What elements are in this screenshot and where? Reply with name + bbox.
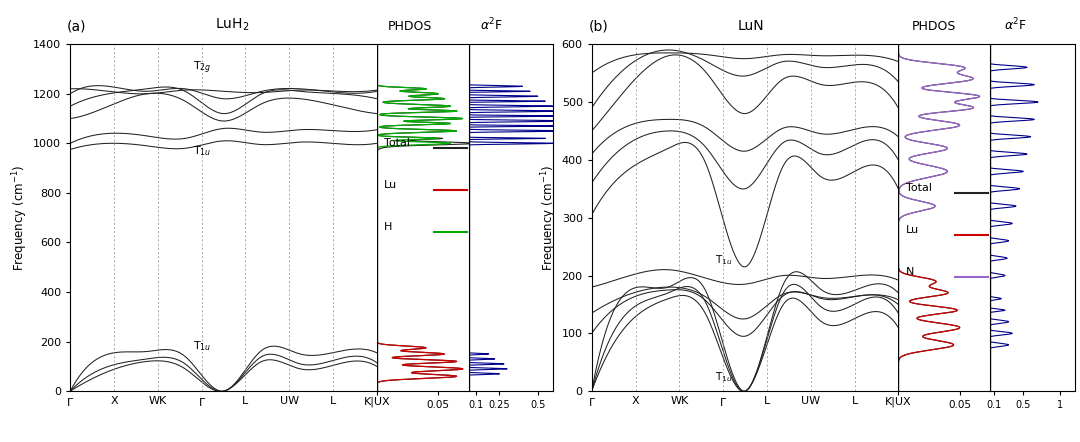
Text: LuH$_2$: LuH$_2$: [215, 17, 249, 33]
Text: H: H: [384, 221, 392, 232]
Text: T$_{1u}$: T$_{1u}$: [715, 253, 732, 267]
Text: T$_{1u}$: T$_{1u}$: [193, 339, 212, 353]
Text: (b): (b): [589, 19, 608, 33]
Text: LuN: LuN: [738, 19, 764, 33]
Text: (a): (a): [67, 19, 86, 33]
Text: T$_{2g}$: T$_{2g}$: [193, 60, 212, 76]
Text: N: N: [906, 267, 914, 277]
Y-axis label: Frequency (cm$^{-1}$): Frequency (cm$^{-1}$): [11, 164, 30, 271]
Text: PHDOS: PHDOS: [912, 20, 957, 33]
Text: $\alpha^2$F: $\alpha^2$F: [1003, 16, 1027, 33]
Text: $\alpha^2$F: $\alpha^2$F: [480, 16, 503, 33]
Text: T$_{1u}$: T$_{1u}$: [715, 370, 732, 384]
Text: Lu: Lu: [384, 180, 397, 190]
Text: Total: Total: [384, 138, 410, 148]
Y-axis label: Frequency (cm$^{-1}$): Frequency (cm$^{-1}$): [539, 164, 558, 271]
Text: Lu: Lu: [906, 225, 919, 235]
Text: PHDOS: PHDOS: [388, 20, 433, 33]
Text: T$_{1u}$: T$_{1u}$: [193, 145, 212, 158]
Text: Total: Total: [906, 183, 932, 194]
